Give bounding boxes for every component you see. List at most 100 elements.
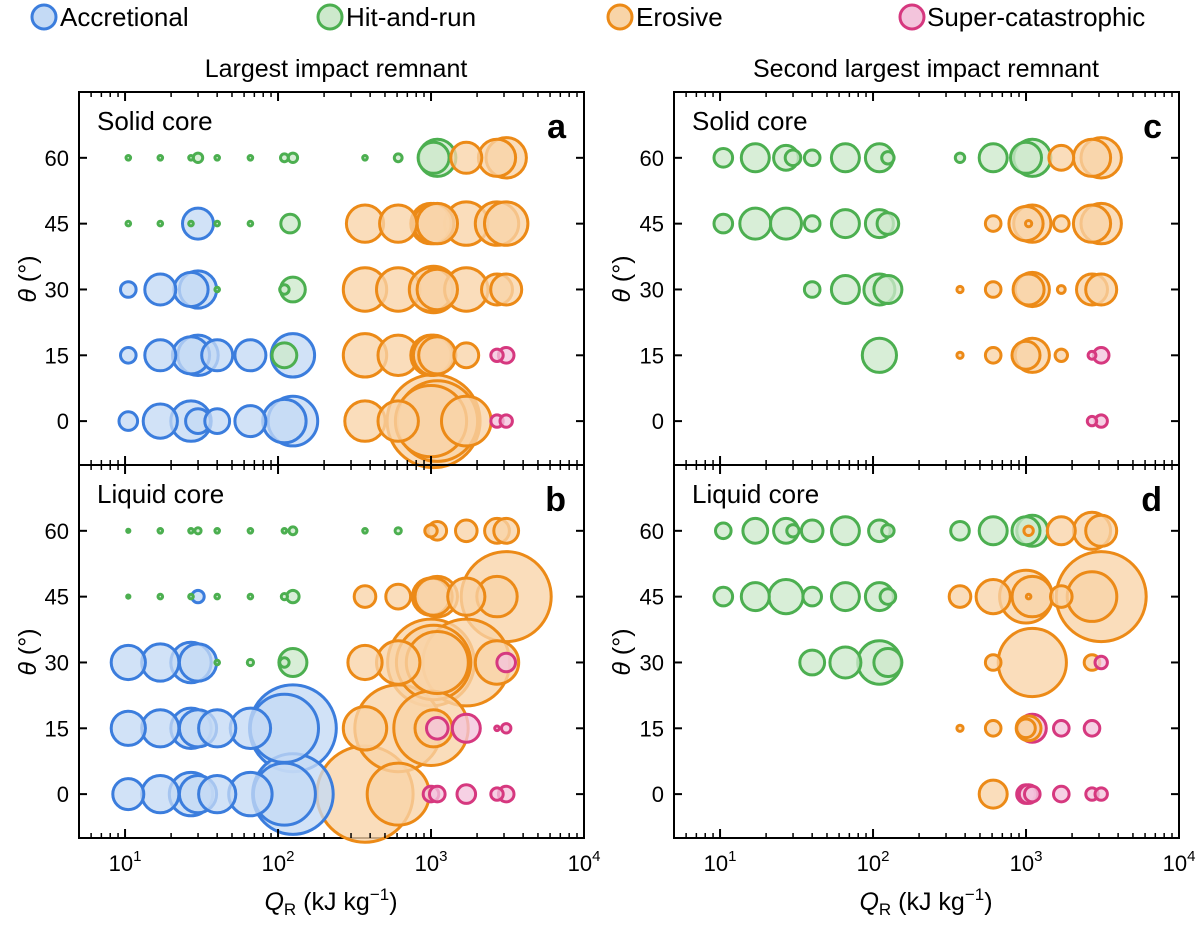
point-hit-and-run xyxy=(193,526,203,536)
point-hit-and-run xyxy=(741,516,770,545)
y-axis-title-d: θ (°) xyxy=(608,628,636,675)
point-hit-and-run xyxy=(880,150,896,166)
point-hit-and-run xyxy=(279,212,301,235)
point-accretional xyxy=(203,407,232,436)
point-erosive xyxy=(417,335,458,376)
point-super-catastrophic xyxy=(1093,786,1109,802)
point-accretional xyxy=(117,410,140,432)
y-tick-label: 15 xyxy=(640,716,664,741)
legend-item-erosive[interactable]: Erosive xyxy=(606,2,723,32)
x-tick-exponent: 2 xyxy=(286,848,294,865)
point-hit-and-run xyxy=(875,211,901,236)
y-tick-label: 45 xyxy=(45,585,69,610)
legend-item-accretional[interactable]: Accretional xyxy=(30,2,189,32)
point-erosive xyxy=(446,576,487,617)
point-hit-and-run xyxy=(213,219,221,228)
y-tick-label: 30 xyxy=(45,277,69,302)
point-erosive xyxy=(983,719,1003,738)
panel-letter: d xyxy=(1141,481,1162,519)
x-unit-close: ) xyxy=(389,888,397,916)
point-hit-and-run xyxy=(949,520,971,542)
point-super-catastrophic xyxy=(1085,414,1099,428)
x-tick-exponent: 3 xyxy=(439,848,447,865)
point-super-catastrophic xyxy=(425,716,450,741)
legend: Accretional Hit-and-run Erosive Super-ca… xyxy=(30,2,1145,32)
point-hit-and-run xyxy=(829,142,861,174)
point-erosive xyxy=(352,584,378,609)
point-erosive xyxy=(983,653,1003,672)
y-tick-label: 60 xyxy=(45,519,69,544)
panel-letter: a xyxy=(547,108,567,146)
legend-label-accretional: Accretional xyxy=(60,2,189,32)
point-erosive xyxy=(1045,515,1077,547)
point-accretional xyxy=(140,708,181,749)
point-accretional xyxy=(140,642,181,683)
point-hit-and-run xyxy=(124,154,133,162)
point-erosive xyxy=(1024,592,1033,601)
point-erosive xyxy=(1055,284,1067,295)
point-accretional xyxy=(143,338,178,373)
point-accretional xyxy=(261,397,308,445)
point-hit-and-run xyxy=(125,593,132,600)
point-hit-and-run xyxy=(416,140,451,175)
x-unit-close: ) xyxy=(984,888,992,916)
legend-marker-accretional xyxy=(30,3,58,31)
column-title-second-largest: Second largest impact remnant xyxy=(753,55,1099,83)
x-tick-label: 101 xyxy=(704,848,737,876)
point-hit-and-run xyxy=(872,274,904,305)
y-tick-label: 30 xyxy=(640,650,664,675)
point-hit-and-run xyxy=(829,274,861,305)
legend-label-super-catastrophic: Super-catastrophic xyxy=(927,2,1145,32)
point-erosive xyxy=(1071,137,1113,178)
point-erosive xyxy=(476,137,518,178)
x-tick-exponent: 4 xyxy=(1187,848,1195,865)
point-hit-and-run xyxy=(246,219,255,228)
x-tick-label: 102 xyxy=(262,848,295,876)
point-erosive xyxy=(415,267,459,312)
y-tick-label: 45 xyxy=(640,585,664,610)
point-accretional xyxy=(111,777,146,812)
point-hit-and-run xyxy=(213,592,221,601)
legend-marker-erosive xyxy=(606,3,634,31)
point-accretional xyxy=(109,709,147,747)
point-erosive xyxy=(378,203,419,244)
point-hit-and-run xyxy=(802,280,822,299)
point-erosive xyxy=(384,582,413,611)
y-unit: (°) xyxy=(14,628,42,662)
point-erosive xyxy=(1084,272,1119,307)
point-super-catastrophic xyxy=(450,712,482,744)
data-points xyxy=(109,516,553,844)
legend-item-super-catastrophic[interactable]: Super-catastrophic xyxy=(898,2,1145,32)
point-super-catastrophic xyxy=(1082,719,1102,738)
panel-c: 0 15 30 45 60 Solid core c xyxy=(640,91,1180,466)
point-hit-and-run xyxy=(246,154,255,162)
point-hit-and-run xyxy=(798,648,827,677)
point-super-catastrophic xyxy=(455,783,478,805)
point-super-catastrophic xyxy=(500,722,513,735)
point-erosive xyxy=(1024,219,1034,229)
point-erosive xyxy=(1084,513,1119,548)
svg-text:θ (°): θ (°) xyxy=(608,255,636,302)
point-super-catastrophic xyxy=(428,784,447,804)
point-accretional xyxy=(197,774,238,815)
point-hit-and-run xyxy=(712,585,735,608)
point-erosive xyxy=(955,284,965,295)
point-hit-and-run xyxy=(246,592,255,601)
panel-label: Liquid core xyxy=(692,479,819,509)
y-tick-label: 0 xyxy=(57,782,69,807)
point-erosive xyxy=(1071,203,1113,244)
q-subscript: R xyxy=(284,900,296,919)
y-tick-label: 0 xyxy=(652,409,664,434)
point-super-catastrophic xyxy=(1093,654,1109,671)
point-erosive xyxy=(440,394,493,448)
point-hit-and-run xyxy=(872,647,904,678)
axis-ticks: 0 15 30 45 60 xyxy=(640,92,1180,465)
y-unit: (°) xyxy=(608,255,636,289)
legend-item-hit-and-run[interactable]: Hit-and-run xyxy=(316,2,476,32)
point-hit-and-run xyxy=(156,154,165,162)
point-hit-and-run xyxy=(878,587,898,606)
y-tick-label: 60 xyxy=(45,146,69,171)
point-hit-and-run xyxy=(828,645,863,680)
